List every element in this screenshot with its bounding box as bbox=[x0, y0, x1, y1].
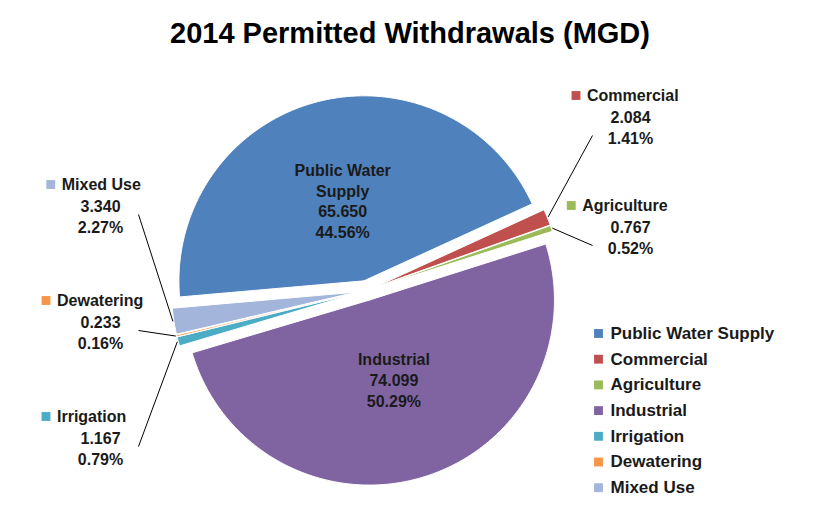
svg-text:Public Water Supply: Public Water Supply bbox=[611, 324, 775, 343]
html-text:2014 Permitted Withdrawals (MG: 2014 Permitted Withdrawals (MGD) bbox=[170, 17, 650, 49]
svg-text:Industrial74.09950.29%: Industrial74.09950.29% bbox=[358, 351, 430, 410]
svg-text:Agriculture: Agriculture bbox=[582, 197, 667, 214]
svg-text:3.3402.27%: 3.3402.27% bbox=[78, 198, 123, 236]
svg-text:Dewatering: Dewatering bbox=[611, 452, 703, 471]
svg-text:Dewatering: Dewatering bbox=[57, 292, 143, 309]
svg-text:Public WaterSupply65.65044.56%: Public WaterSupply65.65044.56% bbox=[295, 162, 391, 241]
svg-text:Irrigation: Irrigation bbox=[57, 408, 126, 425]
svg-text:Commercial: Commercial bbox=[611, 350, 708, 369]
svg-text:Irrigation: Irrigation bbox=[611, 427, 685, 446]
svg-text:1.1670.79%: 1.1670.79% bbox=[78, 430, 123, 468]
svg-text:Mixed Use: Mixed Use bbox=[62, 176, 141, 193]
svg-text:Agriculture: Agriculture bbox=[611, 375, 702, 394]
svg-text:0.2330.16%: 0.2330.16% bbox=[78, 314, 123, 352]
svg-text:0.7670.52%: 0.7670.52% bbox=[608, 219, 653, 257]
svg-text:Industrial: Industrial bbox=[611, 401, 688, 420]
svg-text:Commercial: Commercial bbox=[587, 87, 679, 104]
svg-text:Mixed Use: Mixed Use bbox=[611, 478, 695, 497]
svg-text:2.0841.41%: 2.0841.41% bbox=[608, 109, 653, 147]
